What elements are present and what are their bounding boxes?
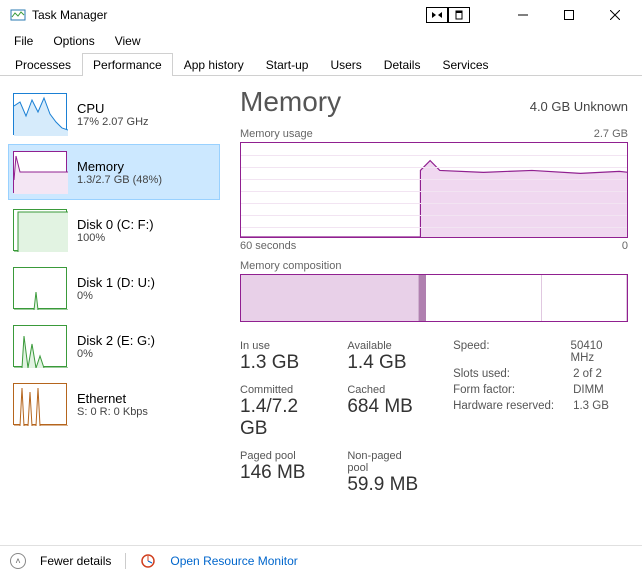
tab-details[interactable]: Details: [373, 53, 432, 76]
ethernet-thumb: [13, 383, 67, 425]
tab-performance[interactable]: Performance: [82, 53, 173, 76]
sidebar-disk2[interactable]: Disk 2 (E: G:)0%: [8, 318, 220, 374]
memory-sub: 1.3/2.7 GB (48%): [77, 174, 162, 186]
sidebar-disk1[interactable]: Disk 1 (D: U:)0%: [8, 260, 220, 316]
memory-stats: In use1.3 GB Available1.4 GB Committed1.…: [240, 340, 628, 496]
slots-key: Slots used:: [453, 368, 563, 380]
tab-strip: Processes Performance App history Start-…: [0, 52, 642, 76]
disk2-sub: 0%: [77, 348, 155, 360]
scale-left: 60 seconds: [240, 240, 296, 252]
slots-value: 2 of 2: [573, 368, 602, 380]
speed-key: Speed:: [453, 340, 560, 364]
disk2-thumb: [13, 325, 67, 367]
menu-view[interactable]: View: [107, 32, 149, 50]
hw-key: Hardware reserved:: [453, 400, 563, 412]
tab-startup[interactable]: Start-up: [255, 53, 320, 76]
footer-bar: ˄ Fewer details Open Resource Monitor: [0, 545, 642, 575]
titlebar-glyph-1: [426, 7, 448, 23]
cpu-sub: 17% 2.07 GHz: [77, 116, 149, 128]
open-resource-monitor-link[interactable]: Open Resource Monitor: [170, 554, 297, 568]
committed-value: 1.4/7.2 GB: [240, 396, 329, 440]
paged-value: 146 MB: [240, 462, 329, 484]
cached-value: 684 MB: [347, 396, 423, 418]
resmon-icon: [140, 553, 156, 569]
sidebar-cpu[interactable]: CPU17% 2.07 GHz: [8, 86, 220, 142]
memory-composition-chart: [240, 274, 628, 322]
content-area: CPU17% 2.07 GHz Memory1.3/2.7 GB (48%) D…: [0, 76, 642, 545]
composition-label: Memory composition: [240, 260, 341, 272]
tab-app-history[interactable]: App history: [173, 53, 255, 76]
footer-separator: [125, 553, 126, 569]
disk0-title: Disk 0 (C: F:): [77, 217, 154, 232]
titlebar-glyph-2: [448, 7, 470, 23]
ethernet-sub: S: 0 R: 0 Kbps: [77, 406, 148, 418]
menu-options[interactable]: Options: [45, 32, 102, 50]
cached-label: Cached: [347, 384, 423, 396]
ethernet-title: Ethernet: [77, 391, 148, 406]
menu-file[interactable]: File: [6, 32, 41, 50]
sidebar-memory[interactable]: Memory1.3/2.7 GB (48%): [8, 144, 220, 200]
sidebar-disk0[interactable]: Disk 0 (C: F:)100%: [8, 202, 220, 258]
nonpaged-label: Non-paged pool: [347, 450, 423, 474]
minimize-button[interactable]: [500, 0, 546, 30]
form-key: Form factor:: [453, 384, 563, 396]
cpu-thumb: [13, 93, 67, 135]
menu-bar: File Options View: [0, 30, 642, 52]
disk1-thumb: [13, 267, 67, 309]
tab-services[interactable]: Services: [431, 53, 499, 76]
cpu-title: CPU: [77, 101, 149, 116]
fewer-details-link[interactable]: Fewer details: [40, 554, 111, 568]
tab-processes[interactable]: Processes: [4, 53, 82, 76]
maximize-button[interactable]: [546, 0, 592, 30]
sidebar-ethernet[interactable]: EthernetS: 0 R: 0 Kbps: [8, 376, 220, 432]
memory-thumb: [13, 151, 67, 193]
nonpaged-value: 59.9 MB: [347, 474, 423, 496]
disk2-title: Disk 2 (E: G:): [77, 333, 155, 348]
speed-value: 50410 MHz: [571, 340, 628, 364]
main-panel: Memory 4.0 GB Unknown Memory usage 2.7 G…: [220, 86, 634, 545]
usage-label: Memory usage: [240, 128, 313, 140]
disk0-sub: 100%: [77, 232, 154, 244]
hw-value: 1.3 GB: [573, 400, 609, 412]
close-button[interactable]: [592, 0, 638, 30]
available-value: 1.4 GB: [347, 352, 423, 374]
window-title: Task Manager: [32, 8, 107, 22]
in-use-value: 1.3 GB: [240, 352, 329, 374]
title-bar: Task Manager: [0, 0, 642, 30]
tab-users[interactable]: Users: [319, 53, 372, 76]
disk0-thumb: [13, 209, 67, 251]
memory-title: Memory: [77, 159, 162, 174]
main-heading: Memory: [240, 86, 341, 118]
disk1-title: Disk 1 (D: U:): [77, 275, 155, 290]
available-label: Available: [347, 340, 423, 352]
usage-max: 2.7 GB: [594, 128, 628, 140]
form-value: DIMM: [573, 384, 604, 396]
titlebar-extra-icons: [426, 7, 470, 23]
paged-label: Paged pool: [240, 450, 329, 462]
memory-total: 4.0 GB Unknown: [530, 99, 628, 114]
scale-right: 0: [622, 240, 628, 252]
memory-usage-chart: [240, 142, 628, 238]
in-use-label: In use: [240, 340, 329, 352]
chevron-up-icon[interactable]: ˄: [10, 553, 26, 569]
app-icon: [10, 7, 26, 23]
committed-label: Committed: [240, 384, 329, 396]
disk1-sub: 0%: [77, 290, 155, 302]
perf-sidebar: CPU17% 2.07 GHz Memory1.3/2.7 GB (48%) D…: [8, 86, 220, 545]
